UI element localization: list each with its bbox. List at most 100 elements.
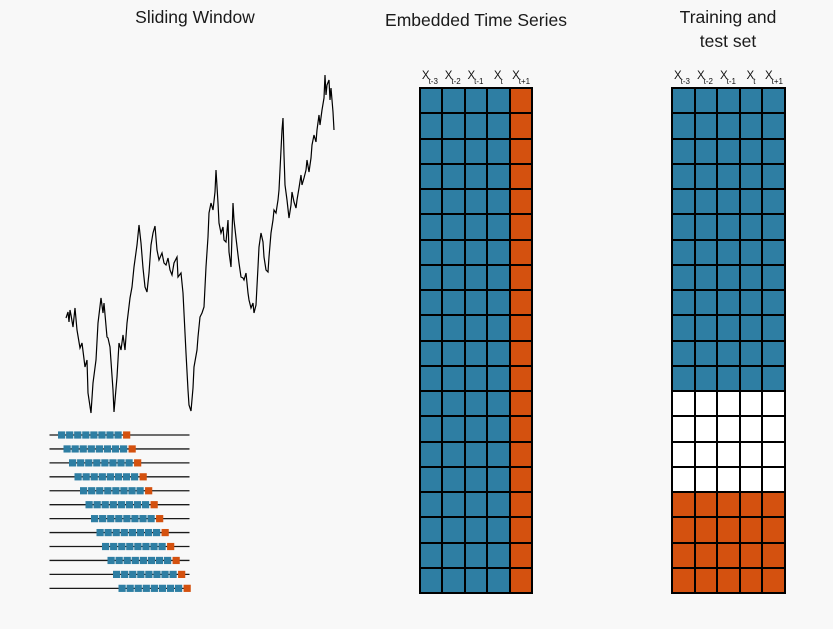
grid-cell xyxy=(510,114,531,138)
window-row xyxy=(49,501,190,509)
grid-cell xyxy=(443,164,464,188)
grid-cell xyxy=(510,467,531,491)
grid-cell xyxy=(673,518,694,542)
window-input-square xyxy=(109,501,117,509)
window-row xyxy=(49,515,190,523)
grid-cell xyxy=(488,291,509,315)
grid-cell xyxy=(488,139,509,163)
window-input-square xyxy=(99,515,107,523)
grid-cell xyxy=(740,366,762,390)
grid-cell xyxy=(695,417,717,441)
grid-cell xyxy=(510,366,531,390)
embedded-grid xyxy=(419,87,533,594)
panel-title-embedded: Embedded Time Series xyxy=(385,10,567,30)
window-row xyxy=(49,570,190,578)
window-input-square xyxy=(121,570,129,578)
grid-cell xyxy=(465,518,487,542)
window-input-square xyxy=(119,445,128,453)
grid-cell xyxy=(510,568,531,592)
grid-cell xyxy=(763,518,784,542)
window-target-square xyxy=(178,570,186,578)
grid-cell xyxy=(763,543,784,567)
grid-cell xyxy=(695,114,717,138)
grid-cell xyxy=(421,543,442,567)
grid-cell xyxy=(465,417,487,441)
window-input-square xyxy=(90,473,98,481)
window-input-square xyxy=(114,473,123,481)
window-input-square xyxy=(101,459,109,467)
column-header-label: Xt+1 xyxy=(764,69,783,86)
window-input-square xyxy=(71,445,79,453)
window-target-square xyxy=(172,556,180,565)
column-header-label: Xt-2 xyxy=(696,69,713,86)
grid-cell xyxy=(421,341,442,365)
window-input-square xyxy=(131,556,139,565)
grid-cell xyxy=(443,291,464,315)
grid-cell xyxy=(718,215,739,239)
panel-title-sliding-window: Sliding Window xyxy=(135,7,255,27)
window-input-square xyxy=(158,584,167,592)
grid-cell xyxy=(465,265,487,289)
window-input-square xyxy=(118,584,126,592)
grid-cell xyxy=(421,392,442,416)
grid-cell xyxy=(443,467,464,491)
grid-cell xyxy=(421,190,442,214)
grid-cell xyxy=(488,341,509,365)
window-input-square xyxy=(82,431,90,439)
window-row xyxy=(49,459,190,467)
grid-cell xyxy=(443,89,464,113)
window-input-square xyxy=(106,431,114,439)
window-input-square xyxy=(111,445,120,453)
grid-cell xyxy=(465,89,487,113)
grid-cell xyxy=(763,467,784,491)
window-input-square xyxy=(107,556,115,565)
window-input-square xyxy=(129,570,137,578)
grid-cell xyxy=(673,392,694,416)
grid-cell xyxy=(673,417,694,441)
grid-cell xyxy=(465,568,487,592)
grid-cell xyxy=(718,392,739,416)
grid-cell xyxy=(763,568,784,592)
grid-cell xyxy=(465,543,487,567)
window-target-square xyxy=(145,487,153,495)
grid-cell xyxy=(465,316,487,340)
grid-cell xyxy=(488,568,509,592)
grid-cell xyxy=(763,442,784,466)
window-input-square xyxy=(104,528,112,537)
grid-cell xyxy=(718,341,739,365)
window-input-square xyxy=(150,542,158,551)
grid-cell xyxy=(421,316,442,340)
window-target-square xyxy=(128,445,136,453)
window-input-square xyxy=(103,445,112,453)
grid-cell xyxy=(673,114,694,138)
grid-cell xyxy=(695,493,717,517)
grid-cell xyxy=(763,291,784,315)
grid-cell xyxy=(740,114,762,138)
window-input-square xyxy=(152,528,161,537)
grid-cell xyxy=(718,493,739,517)
window-input-square xyxy=(102,542,110,551)
grid-cell xyxy=(673,366,694,390)
window-input-square xyxy=(137,570,145,578)
window-input-square xyxy=(123,515,131,523)
grid-cell xyxy=(421,442,442,466)
window-input-square xyxy=(93,459,101,467)
grid-cell xyxy=(443,568,464,592)
grid-cell xyxy=(695,518,717,542)
window-input-square xyxy=(79,445,87,453)
grid-cell xyxy=(510,291,531,315)
grid-cell xyxy=(488,215,509,239)
grid-cell xyxy=(510,442,531,466)
column-header-label: Xt-1 xyxy=(467,69,484,86)
window-input-square xyxy=(104,487,112,495)
grid-cell xyxy=(740,442,762,466)
window-input-square xyxy=(131,515,139,523)
window-input-square xyxy=(150,584,158,592)
grid-cell xyxy=(510,543,531,567)
grid-cell xyxy=(673,493,694,517)
grid-cell xyxy=(718,366,739,390)
grid-cell xyxy=(488,467,509,491)
window-row xyxy=(49,584,191,592)
grid-cell xyxy=(695,442,717,466)
